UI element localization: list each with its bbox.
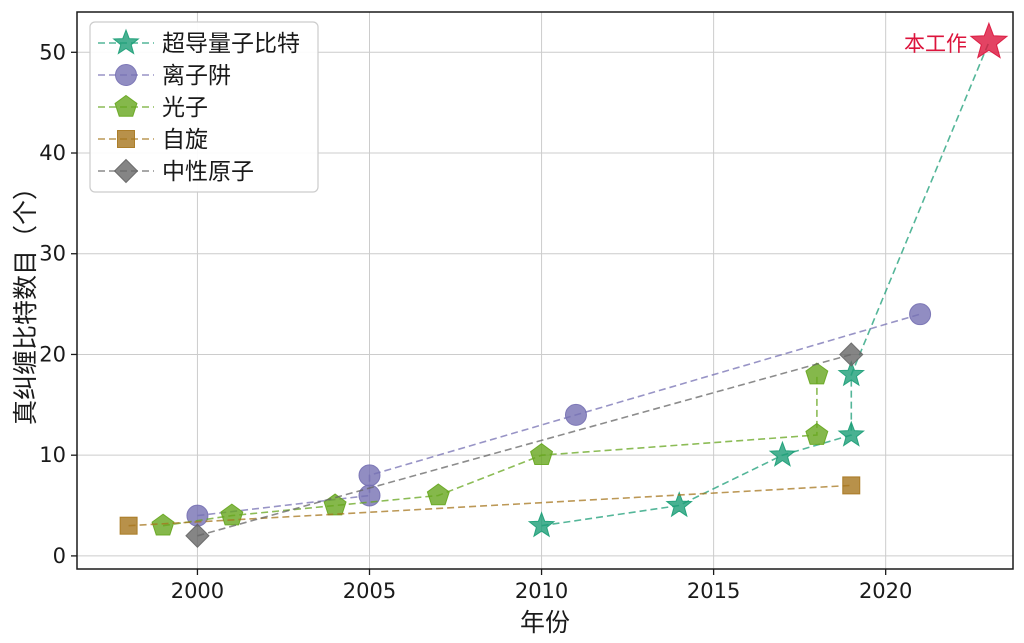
series-4 (185, 342, 864, 548)
data-point-star (527, 511, 556, 538)
legend-item-1: 离子阱 (98, 63, 231, 89)
data-point-diamond (839, 342, 864, 367)
y-tick-label: 50 (39, 40, 66, 64)
series-0 (527, 41, 990, 538)
data-point-pentagon (426, 483, 450, 506)
data-point-square (842, 476, 861, 495)
data-point-square (119, 516, 138, 535)
legend-diamond-icon (113, 158, 139, 184)
x-tick-label: 2020 (859, 579, 912, 603)
x-tick-label: 2005 (343, 579, 396, 603)
data-point-circle (909, 303, 932, 326)
y-tick-label: 20 (39, 342, 66, 366)
series-line (162, 374, 818, 527)
axes-spine-box (76, 11, 1014, 570)
legend-item-label: 自旋 (162, 127, 208, 153)
x-tick-label: 2000 (171, 579, 224, 603)
y-tick-label: 0 (53, 544, 66, 568)
legend-item-label: 超导量子比特 (162, 31, 300, 57)
axis-ticks: 2000 2005 2010 2015 2020 0 10 20 30 40 50 (39, 40, 912, 603)
data-point-pentagon (220, 503, 244, 526)
legend-item-4: 中性原子 (98, 158, 254, 185)
x-tick-label: 2015 (687, 579, 740, 603)
series-2 (151, 362, 829, 536)
data-point-pentagon (805, 362, 829, 385)
data-point-diamond (185, 523, 210, 548)
legend-item-3: 自旋 (98, 127, 208, 153)
data-point-star (665, 491, 693, 518)
legend-item-label: 中性原子 (162, 159, 254, 185)
y-tick-label: 40 (39, 141, 66, 165)
legend-square-icon (117, 130, 135, 148)
data-point-pentagon (151, 513, 175, 536)
legend-star-icon (112, 28, 140, 55)
data-point-pentagon (530, 443, 554, 465)
legend-item-label: 离子阱 (162, 63, 231, 89)
legend-box (89, 21, 319, 193)
y-tick-label: 10 (39, 443, 66, 467)
series-line (197, 313, 921, 517)
y-tick-label: 30 (39, 242, 66, 266)
data-point-circle (358, 464, 381, 487)
series-1 (186, 303, 932, 527)
legend-item-0: 超导量子比特 (98, 28, 300, 57)
highlight-star-icon (969, 21, 1009, 59)
legend-pentagon-icon (114, 94, 138, 117)
legend-item-2: 光子 (98, 94, 208, 121)
series-line (541, 41, 990, 527)
data-point-star (837, 420, 865, 447)
legend-item-label: 光子 (162, 95, 208, 121)
data-point-circle (564, 403, 587, 426)
series-3 (119, 476, 861, 535)
series-line (197, 353, 852, 537)
data-point-pentagon (805, 422, 829, 445)
x-tick-label: 2010 (515, 579, 568, 603)
data-point-star (837, 360, 865, 387)
data-point-star (768, 440, 797, 467)
legend-circle-icon (115, 64, 137, 86)
